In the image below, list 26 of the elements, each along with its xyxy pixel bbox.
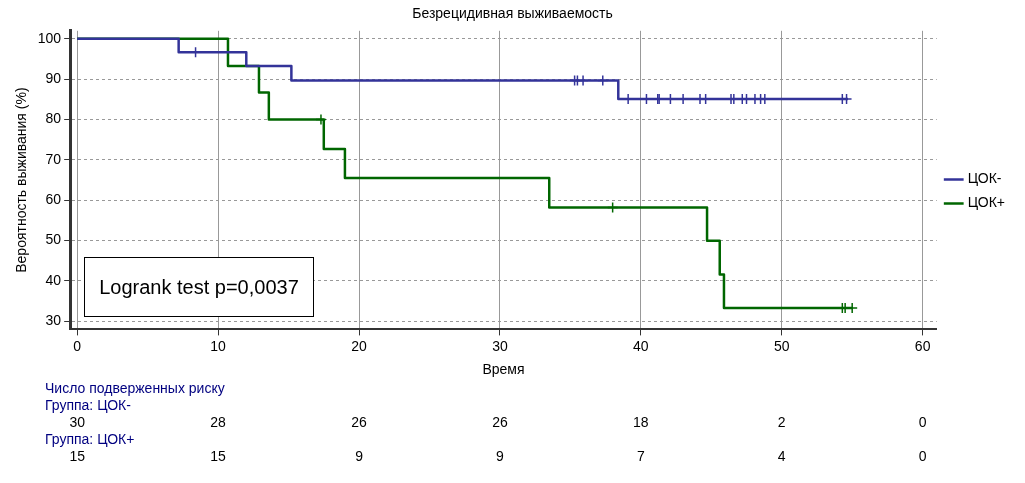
x-tick-label: 20 bbox=[351, 337, 368, 354]
text: 15 15 9 9 7 4 0 bbox=[69, 448, 927, 465]
y-axis-title: Вероятность выживания (%) bbox=[13, 87, 30, 273]
text: Группа: ЦОК+ bbox=[45, 431, 135, 448]
text: Число подверженных риску bbox=[45, 380, 225, 397]
chart-title: Безрецидивная выживаемость bbox=[412, 5, 613, 22]
x-tick-label: 60 bbox=[914, 337, 931, 354]
x-tick-label: 40 bbox=[633, 337, 649, 354]
x-tick-label: 50 bbox=[773, 337, 790, 354]
y-tick-label: 90 bbox=[45, 70, 62, 87]
x-axis-title: Время bbox=[482, 361, 525, 378]
y-tick-label: 50 bbox=[45, 231, 62, 248]
note-box: Logrank test p=0,0037 bbox=[84, 257, 314, 318]
legend-label: ЦОК+ bbox=[967, 194, 1006, 211]
legend-label: ЦОК- bbox=[967, 170, 1002, 187]
text: 30 28 26 26 18 2 0 bbox=[69, 414, 927, 431]
y-tick-label: 70 bbox=[45, 150, 62, 167]
y-tick-label: 100 bbox=[37, 29, 62, 46]
y-tick-label: 80 bbox=[45, 110, 62, 127]
y-tick-label: 60 bbox=[45, 191, 62, 208]
x-tick-label: 0 bbox=[73, 337, 82, 354]
text: Группа: ЦОК- bbox=[45, 397, 132, 414]
y-tick-label: 40 bbox=[45, 271, 62, 288]
x-tick-label: 30 bbox=[492, 337, 508, 354]
y-tick-label: 30 bbox=[45, 312, 62, 329]
x-tick-label: 10 bbox=[210, 337, 227, 354]
